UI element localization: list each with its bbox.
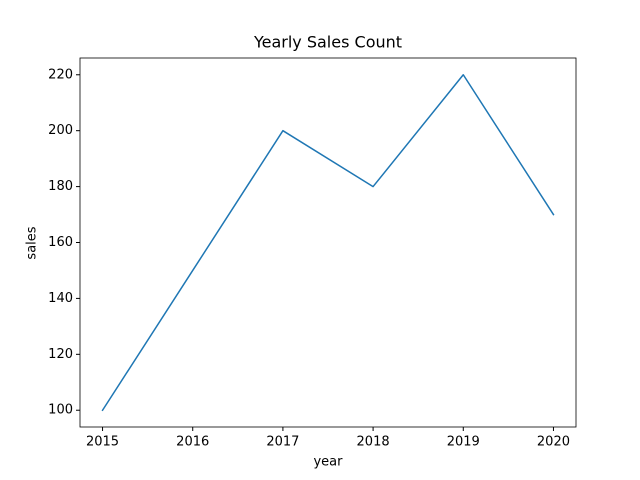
line <box>101 74 555 412</box>
y-tick-label: 120 <box>48 347 73 362</box>
y-tick-label: 180 <box>48 179 73 194</box>
x-tick-label: 2019 <box>447 435 480 450</box>
y-axis-label: sales <box>25 226 40 259</box>
y-tick-label: 220 <box>48 67 73 82</box>
y-tick-label: 160 <box>48 235 73 250</box>
x-tick-label: 2018 <box>357 435 390 450</box>
x-tick-label: 2020 <box>537 435 570 450</box>
y-tick-label: 100 <box>48 403 73 418</box>
x-axis-label: year <box>313 455 343 470</box>
x-tick-label: 2016 <box>176 435 209 450</box>
y-tick-label: 200 <box>48 123 73 138</box>
chart-title: Yearly Sales Count <box>253 33 402 52</box>
y-tick-label: 140 <box>48 291 73 306</box>
x-tick-label: 2015 <box>86 435 119 450</box>
plot-frame <box>79 57 577 428</box>
x-tick-label: 2017 <box>266 435 299 450</box>
